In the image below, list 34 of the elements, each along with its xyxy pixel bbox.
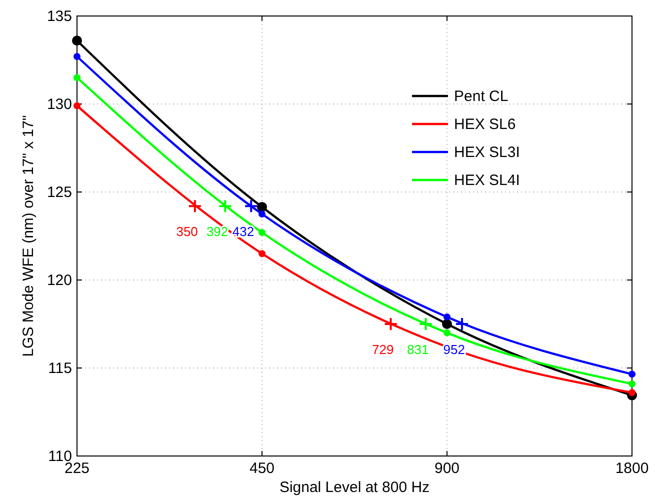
point xyxy=(628,389,636,396)
point xyxy=(628,380,636,388)
annotation: 831 xyxy=(407,342,429,357)
point xyxy=(74,74,80,82)
point xyxy=(258,228,266,236)
point xyxy=(444,313,450,320)
x-tick-label: 450 xyxy=(249,460,275,477)
annotation: 392 xyxy=(206,224,228,240)
y-tick-label: 125 xyxy=(46,184,72,201)
legend-label: HEX SL4I xyxy=(454,172,520,189)
point xyxy=(74,52,80,60)
annotation: 350 xyxy=(176,224,198,240)
point xyxy=(444,329,450,336)
point xyxy=(72,36,82,46)
point xyxy=(257,202,267,212)
y-tick-label: 135 xyxy=(46,8,72,25)
legend-label: HEX SL3I xyxy=(454,144,520,161)
y-tick-label: 120 xyxy=(46,272,72,289)
point xyxy=(442,319,452,329)
y-tick-label: 115 xyxy=(48,360,72,377)
point xyxy=(258,250,266,258)
x-axis-title: Signal Level at 800 Hz xyxy=(279,479,430,496)
y-axis-title: LGS Mode WFE (nm) over 17" x 17" xyxy=(20,115,37,357)
annotation: 729 xyxy=(372,342,394,357)
x-tick-label: 225 xyxy=(64,460,90,477)
legend-label: Pent CL xyxy=(454,88,508,105)
point xyxy=(628,370,636,378)
y-tick-label: 130 xyxy=(46,96,72,113)
point xyxy=(74,102,80,110)
x-tick-label: 1800 xyxy=(615,460,649,477)
annotation: 432 xyxy=(232,224,254,240)
point xyxy=(258,210,266,218)
legend-label: HEX SL6 xyxy=(454,116,516,133)
x-tick-label: 900 xyxy=(434,460,460,477)
